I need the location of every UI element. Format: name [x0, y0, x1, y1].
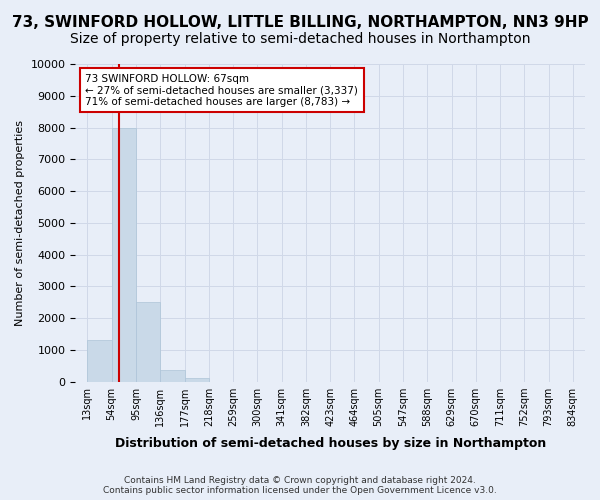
Bar	[160, 370, 185, 382]
Bar	[136, 302, 160, 382]
Text: Contains HM Land Registry data © Crown copyright and database right 2024.
Contai: Contains HM Land Registry data © Crown c…	[103, 476, 497, 495]
Bar	[88, 340, 112, 382]
Text: 73, SWINFORD HOLLOW, LITTLE BILLING, NORTHAMPTON, NN3 9HP: 73, SWINFORD HOLLOW, LITTLE BILLING, NOR…	[11, 15, 589, 30]
Text: Size of property relative to semi-detached houses in Northampton: Size of property relative to semi-detach…	[70, 32, 530, 46]
Text: 73 SWINFORD HOLLOW: 67sqm
← 27% of semi-detached houses are smaller (3,337)
71% : 73 SWINFORD HOLLOW: 67sqm ← 27% of semi-…	[85, 74, 358, 106]
Y-axis label: Number of semi-detached properties: Number of semi-detached properties	[15, 120, 25, 326]
X-axis label: Distribution of semi-detached houses by size in Northampton: Distribution of semi-detached houses by …	[115, 437, 546, 450]
Bar	[185, 378, 209, 382]
Bar	[112, 128, 136, 382]
